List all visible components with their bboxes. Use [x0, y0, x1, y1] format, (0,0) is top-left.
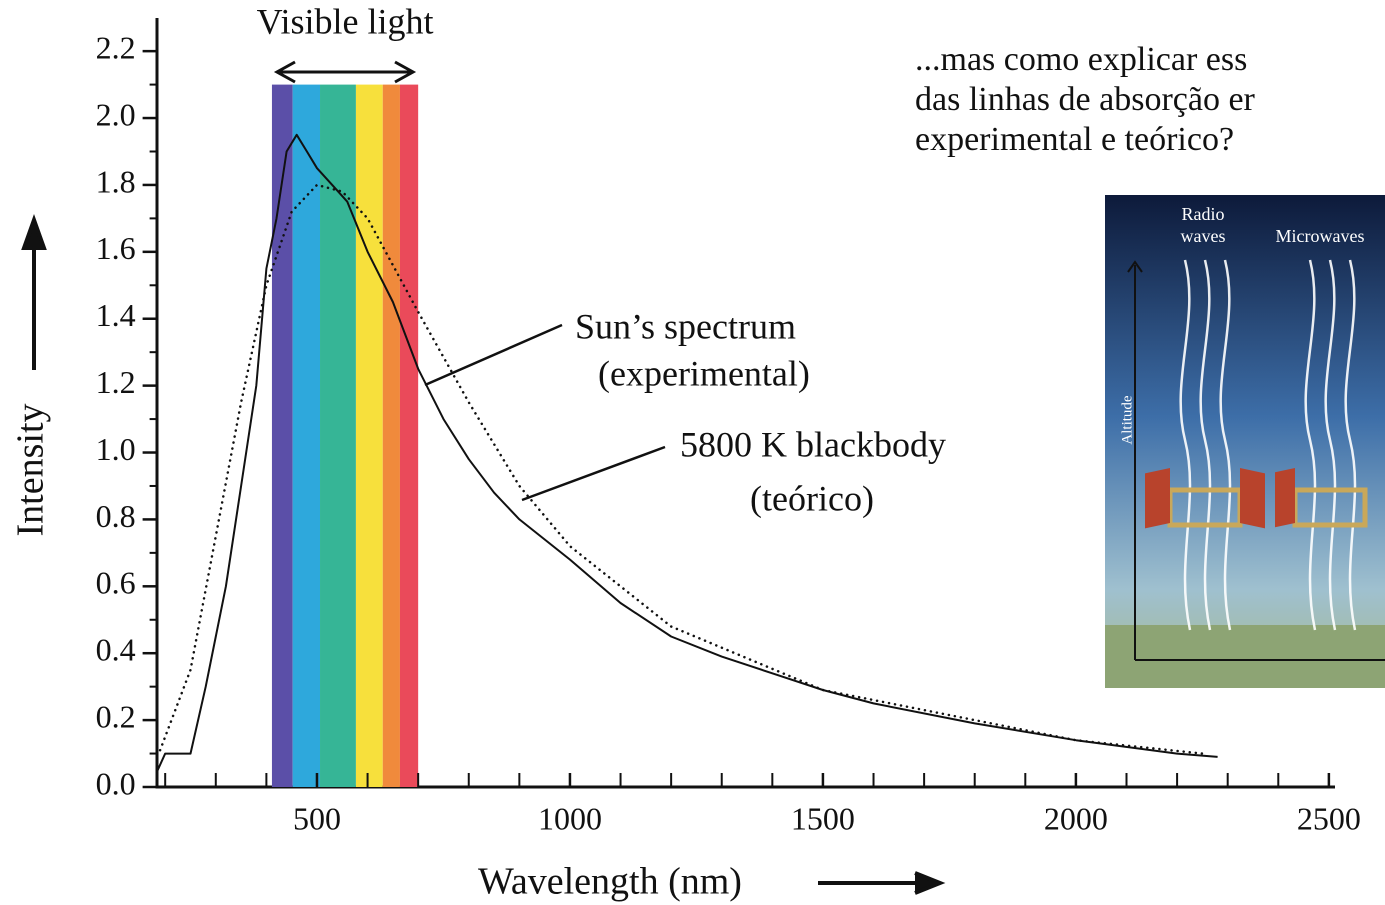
y-tick-label: 0.0: [96, 765, 136, 801]
inset-windows: [1145, 468, 1368, 529]
y-tick-label: 1.0: [96, 431, 136, 467]
inset-label: waves: [1181, 226, 1226, 246]
visible-band: [355, 84, 383, 788]
x-tick-label: 1500: [791, 800, 855, 836]
visible-band: [399, 84, 419, 788]
series-sublabel: (experimental): [598, 353, 810, 393]
x-tick-label: 1000: [538, 800, 602, 836]
series-line: [156, 133, 1218, 771]
y-tick-label: 1.6: [96, 230, 136, 266]
y-tick-label: 1.4: [96, 297, 136, 333]
band-label: Visible light: [257, 1, 434, 41]
visible-band: [271, 84, 293, 788]
series-label: 5800 K blackbody: [680, 424, 946, 464]
y-axis-arrow: [21, 214, 47, 370]
plot: [156, 84, 1218, 788]
y-tick-label: 0.8: [96, 498, 136, 534]
inset-background: [1105, 195, 1385, 688]
y-tick-label: 0.2: [96, 698, 136, 734]
series-sublabel: (teórico): [750, 478, 874, 518]
x-tick-label: 2500: [1297, 800, 1361, 836]
band-arrow: [273, 60, 417, 84]
y-tick-label: 2.0: [96, 96, 136, 132]
y-tick-label: 1.8: [96, 163, 136, 199]
series-label: Sun’s spectrum: [575, 306, 796, 346]
y-axis-label: Intensity: [10, 404, 52, 537]
y-tick-label: 0.4: [96, 632, 136, 668]
slide-text: experimental e teórico?: [915, 121, 1234, 158]
x-axis-label: Wavelength (nm): [478, 861, 742, 903]
slide-text: das linhas de absorção er: [915, 81, 1256, 118]
inset-label: Altitude: [1119, 395, 1135, 445]
inset-waves: [1179, 259, 1357, 631]
inset: Radio waves Microwaves Altitude: [1105, 195, 1385, 688]
x-tick-label: 2000: [1044, 800, 1108, 836]
inset-label: Microwaves: [1276, 226, 1365, 246]
x-axis-arrow: [818, 871, 946, 895]
visible-band: [320, 84, 356, 788]
y-tick-label: 0.6: [96, 565, 136, 601]
inset-label: Radio: [1182, 204, 1225, 224]
y-tick-label: 1.2: [96, 364, 136, 400]
x-tick-label: 500: [293, 800, 341, 836]
visible-band: [382, 84, 400, 788]
inset-axes: [1127, 260, 1385, 661]
slide-text: ...mas como explicar ess: [915, 41, 1247, 78]
y-tick-label: 2.2: [96, 29, 136, 65]
inset-ground: [1105, 625, 1385, 688]
leader-lines: [424, 323, 666, 502]
visible-band: [292, 84, 321, 788]
series-line: [158, 183, 1204, 755]
